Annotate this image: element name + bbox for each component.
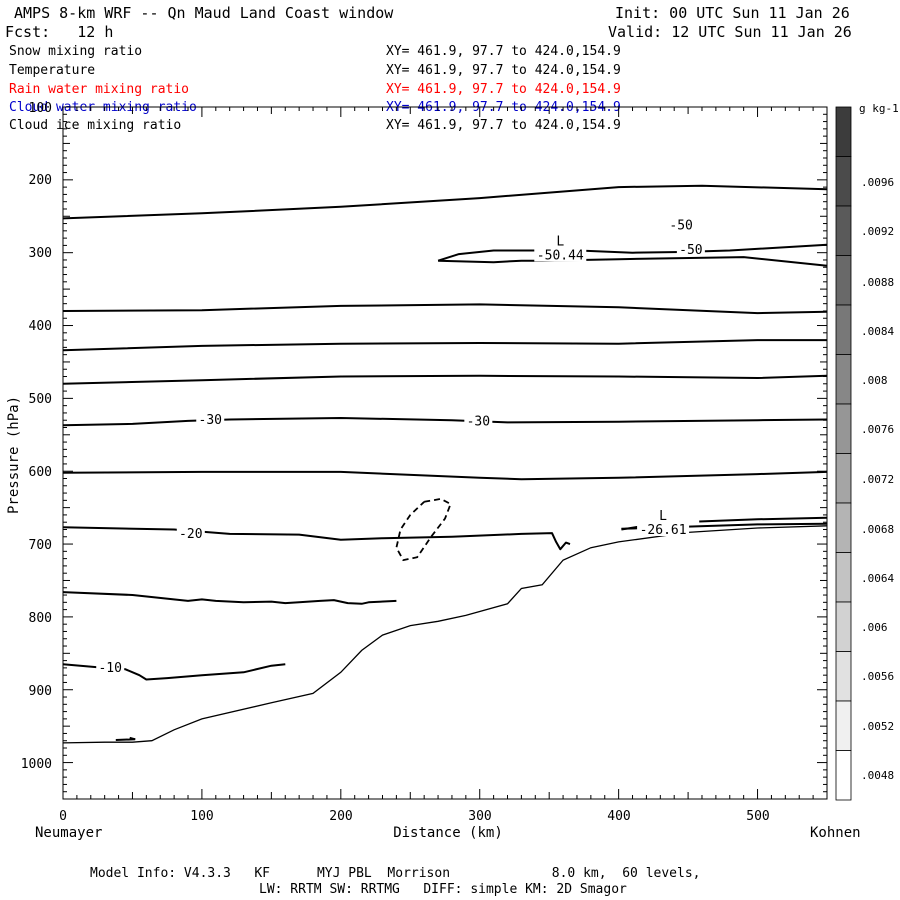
y-tick-label-900: 900 xyxy=(29,684,52,699)
forecast-hour: Fcst: 12 h xyxy=(5,23,114,41)
extremum-marker: L xyxy=(556,234,564,249)
colorbar-label-10: .0056 xyxy=(861,670,894,683)
y-tick-label-300: 300 xyxy=(29,246,52,261)
extremum-marker: L xyxy=(659,509,667,524)
x-tick-label-4: 400 xyxy=(607,809,630,824)
model-info-line2: LW: RRTM SW: RRTMG DIFF: simple KM: 2D S… xyxy=(259,882,627,897)
contour-label-layer: -50-50-30 -30-20-10L-50.44L-26.61 xyxy=(96,216,705,676)
y-tick-label-200: 200 xyxy=(29,173,52,188)
field-xy-cloud-ice: XY= 461.9, 97.7 to 424.0,154.9 xyxy=(386,118,621,133)
y-tick-label-1000: 1000 xyxy=(21,757,52,772)
contour-label: -30 xyxy=(199,413,222,428)
y-tick-label-700: 700 xyxy=(29,538,52,553)
x-tick-label-5: 500 xyxy=(746,809,769,824)
colorbar-segment xyxy=(835,156,852,207)
y-tick-label-500: 500 xyxy=(29,392,52,407)
contour-label-bg xyxy=(667,216,696,232)
field-name-snow: Snow mixing ratio xyxy=(9,44,143,59)
x-tick-label-1: 100 xyxy=(190,809,213,824)
field-name-cloud-ice: Cloud ice mixing ratio xyxy=(9,118,182,133)
colorbar-segment xyxy=(835,205,852,256)
contour-label: -10 xyxy=(98,661,121,676)
colorbar-label-4: .008 xyxy=(861,374,888,387)
y-tick-label-top: 100 xyxy=(29,101,52,116)
colorbar-label-0: .0096 xyxy=(861,176,894,189)
contour-label: -50 xyxy=(679,243,702,258)
colorbar-label-9: .006 xyxy=(861,621,888,634)
colorbar-segment xyxy=(835,601,852,652)
isotherm-line xyxy=(438,256,828,267)
colorbar-segment xyxy=(835,651,852,702)
surface-arrow xyxy=(115,736,136,741)
isotherm-line xyxy=(62,303,828,315)
colorbar-segment xyxy=(835,552,852,603)
x-axis-label: Distance (km) xyxy=(393,825,503,841)
field-xy-snow: XY= 461.9, 97.7 to 424.0,154.9 xyxy=(386,44,621,59)
colorbar-segment xyxy=(835,700,852,751)
isotherm-line xyxy=(62,374,828,385)
colorbar-segment xyxy=(835,255,852,306)
extremum-bg xyxy=(637,508,690,537)
isotherm-line xyxy=(62,184,828,220)
contour-label: -30 xyxy=(467,415,490,430)
colorbar-segment xyxy=(835,106,852,157)
colorbar-segment xyxy=(835,502,852,553)
cloud-ice-contour xyxy=(395,497,452,562)
colorbar-label-1: .0092 xyxy=(861,225,894,238)
y-tick-label-800: 800 xyxy=(29,611,52,626)
field-xy-rain: XY= 461.9, 97.7 to 424.0,154.9 xyxy=(386,82,621,97)
contour-label: -50 xyxy=(669,219,692,234)
colorbar-label-7: .0068 xyxy=(861,523,894,536)
extremum-value: -50.44 xyxy=(537,248,584,263)
y-axis-label: Pressure (hPa) xyxy=(6,396,22,514)
isotherm-line xyxy=(62,470,828,481)
colorbar-segment xyxy=(835,453,852,504)
isotherm-layer xyxy=(62,184,828,744)
colorbar-unit: g kg-1 xyxy=(859,102,899,115)
model-info-line1: Model Info: V4.3.3 KF MYJ PBL Morrison 8… xyxy=(90,866,701,881)
valid-time: Valid: 12 UTC Sun 11 Jan 26 xyxy=(608,23,852,41)
field-name-temperature: Temperature xyxy=(9,63,96,78)
contour-label-bg xyxy=(464,412,493,428)
isotherm-line xyxy=(62,339,827,352)
isotherm-line xyxy=(62,526,571,551)
contour-label-bg xyxy=(96,658,125,674)
x-tick-label-3: 300 xyxy=(468,809,491,824)
isotherm-line xyxy=(699,516,828,523)
x-tick-label-0: 0 xyxy=(59,809,67,824)
plot-frame xyxy=(62,106,828,800)
terrain-line xyxy=(62,525,828,744)
colorbar-label-8: .0064 xyxy=(861,572,894,585)
colorbar-label-12: .0048 xyxy=(861,769,894,782)
isotherm-line xyxy=(62,417,828,427)
isotherm-line xyxy=(62,591,397,605)
left-endpoint-label: Neumayer xyxy=(35,825,102,841)
colorbar-segment xyxy=(835,304,852,355)
chart-title: AMPS 8-km WRF -- Qn Maud Land Coast wind… xyxy=(14,4,394,22)
axis-ticks xyxy=(62,106,828,800)
y-tick-label-400: 400 xyxy=(29,319,52,334)
contour-label: -20 xyxy=(179,527,202,542)
colorbar-label-3: .0084 xyxy=(861,325,894,338)
colorbar-segment xyxy=(835,403,852,454)
colorbar-segment xyxy=(835,750,852,801)
contour-label-bg xyxy=(176,524,205,540)
colorbar-label-2: .0088 xyxy=(861,276,894,289)
init-time: Init: 00 UTC Sun 11 Jan 26 xyxy=(615,4,850,22)
field-name-rain: Rain water mixing ratio xyxy=(9,82,190,97)
x-tick-label-2: 200 xyxy=(329,809,352,824)
colorbar-label-6: .0072 xyxy=(861,473,894,486)
extremum-value: -26.61 xyxy=(640,523,687,538)
colorbar xyxy=(835,106,852,801)
contour-label-bg xyxy=(196,411,225,427)
field-xy-temperature: XY= 461.9, 97.7 to 424.0,154.9 xyxy=(386,63,621,78)
right-endpoint-label: Kohnen xyxy=(810,825,861,841)
extremum-bg xyxy=(534,233,587,262)
colorbar-segment xyxy=(835,354,852,405)
colorbar-label-5: .0076 xyxy=(861,423,894,436)
contour-label-bg xyxy=(676,240,705,256)
y-tick-label-600: 600 xyxy=(29,465,52,480)
colorbar-label-11: .0052 xyxy=(861,720,894,733)
